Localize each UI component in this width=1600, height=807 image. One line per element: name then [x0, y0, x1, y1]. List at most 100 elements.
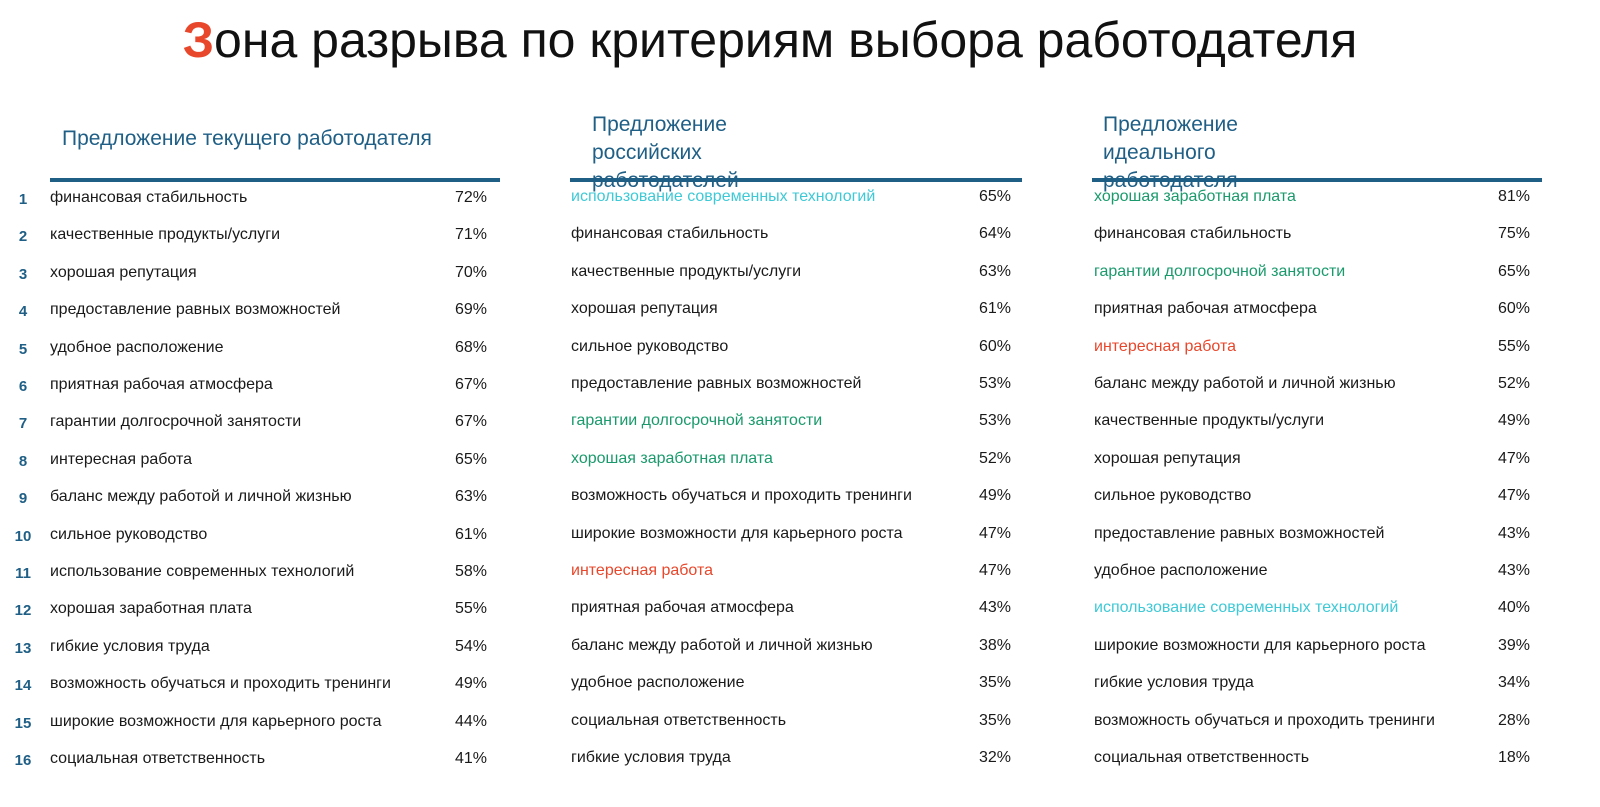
- criteria-percent: 38%: [979, 636, 1012, 654]
- criteria-percent: 63%: [979, 262, 1012, 280]
- criteria-row: баланс между работой и личной жизнью 52%: [1092, 372, 1552, 396]
- criteria-label: гарантии долгосрочной занятости: [571, 412, 823, 430]
- criteria-percent: 52%: [1498, 375, 1531, 392]
- criteria-row: широкие возможности для карьерного роста…: [50, 710, 510, 734]
- criteria-row: приятная рабочая атмосфера 67%: [50, 373, 510, 397]
- criteria-percent: 41%: [455, 750, 488, 767]
- criteria-row: социальная ответственность 41%: [50, 747, 510, 771]
- criteria-row: сильное руководство 60%: [570, 335, 1030, 359]
- criteria-label: удобное расположение: [1094, 562, 1268, 579]
- column-divider: [50, 178, 500, 182]
- criteria-percent: 65%: [455, 450, 488, 468]
- criteria-row: хорошая репутация 61%: [570, 297, 1030, 321]
- criteria-label: баланс между работой и личной жизнью: [1094, 375, 1396, 392]
- criteria-label: гарантии долгосрочной занятости: [1094, 262, 1346, 280]
- criteria-label: социальная ответственность: [1094, 749, 1310, 766]
- criteria-percent: 43%: [979, 599, 1012, 617]
- criteria-percent: 70%: [455, 263, 488, 281]
- criteria-percent: 81%: [1498, 188, 1531, 205]
- criteria-row: широкие возможности для карьерного роста…: [1092, 634, 1552, 658]
- criteria-percent: 34%: [1498, 674, 1531, 692]
- rank-number: 6: [18, 378, 28, 395]
- criteria-row: баланс между работой и личной жизнью 63%: [50, 485, 510, 509]
- criteria-row: использование современных технологий 58%: [50, 560, 510, 584]
- rank-number: 9: [18, 490, 28, 508]
- rank-number: 7: [18, 415, 28, 433]
- criteria-label: широкие возможности для карьерного роста: [50, 712, 382, 730]
- criteria-row: хорошая заработная плата 55%: [50, 597, 510, 621]
- criteria-label: приятная рабочая атмосфера: [1094, 300, 1317, 318]
- criteria-percent: 68%: [455, 338, 488, 356]
- criteria-percent: 60%: [979, 337, 1012, 355]
- criteria-percent: 54%: [455, 637, 488, 655]
- criteria-row: интересная работа 55%: [1092, 335, 1552, 359]
- criteria-percent: 47%: [979, 562, 1012, 579]
- criteria-percent: 28%: [1498, 711, 1531, 729]
- criteria-label: возможность обучаться и проходить тренин…: [50, 675, 391, 693]
- criteria-label: широкие возможности для карьерного роста: [1094, 636, 1426, 654]
- criteria-percent: 47%: [1498, 487, 1531, 505]
- title-first-letter: З: [182, 12, 215, 68]
- page-title: Зона разрыва по критериям выбора работод…: [0, 8, 1540, 72]
- criteria-label: хорошая репутация: [50, 263, 197, 281]
- criteria-percent: 43%: [1498, 524, 1531, 542]
- rank-number: 4: [18, 303, 28, 321]
- criteria-row: сильное руководство 47%: [1092, 484, 1552, 508]
- criteria-percent: 64%: [979, 225, 1012, 243]
- criteria-percent: 47%: [1498, 449, 1531, 467]
- rank-number: 10: [14, 527, 32, 545]
- criteria-row: интересная работа 47%: [570, 559, 1030, 583]
- criteria-label: гибкие условия труда: [50, 637, 210, 655]
- criteria-label: предоставление равных возможностей: [50, 301, 341, 319]
- criteria-label: возможность обучаться и проходить тренин…: [571, 487, 912, 505]
- criteria-row: хорошая заработная плата 52%: [570, 447, 1030, 471]
- criteria-percent: 40%: [1498, 599, 1531, 617]
- criteria-percent: 52%: [979, 449, 1012, 467]
- criteria-label: приятная рабочая атмосфера: [571, 599, 794, 617]
- criteria-row: гарантии долгосрочной занятости 53%: [570, 409, 1030, 433]
- criteria-label: сильное руководство: [50, 525, 208, 543]
- criteria-label: интересная работа: [571, 562, 714, 579]
- criteria-row: использование современных технологий 65%: [570, 185, 1030, 209]
- criteria-row: предоставление равных возможностей 43%: [1092, 522, 1552, 546]
- criteria-row: приятная рабочая атмосфера 43%: [570, 596, 1030, 620]
- criteria-percent: 49%: [1498, 412, 1531, 430]
- criteria-percent: 18%: [1498, 749, 1531, 766]
- criteria-row: сильное руководство 61%: [50, 523, 510, 547]
- criteria-row: удобное расположение 68%: [50, 336, 510, 360]
- criteria-row: социальная ответственность 18%: [1092, 746, 1552, 770]
- title-rest: она разрыва по критериям выбора работода…: [214, 12, 1358, 68]
- criteria-percent: 55%: [455, 600, 488, 618]
- criteria-label: предоставление равных возможностей: [1094, 524, 1385, 542]
- column-heading-line1: Предложение идеального: [1103, 113, 1238, 164]
- criteria-row: приятная рабочая атмосфера 60%: [1092, 297, 1552, 321]
- criteria-label: гибкие условия труда: [571, 749, 731, 766]
- criteria-percent: 69%: [455, 301, 488, 319]
- criteria-percent: 60%: [1498, 300, 1531, 318]
- criteria-row: возможность обучаться и проходить тренин…: [50, 672, 510, 696]
- criteria-label: использование современных технологий: [50, 563, 355, 580]
- criteria-percent: 67%: [455, 413, 488, 431]
- criteria-label: социальная ответственность: [50, 750, 266, 767]
- criteria-percent: 47%: [979, 524, 1012, 542]
- criteria-percent: 63%: [455, 488, 488, 506]
- criteria-row: интересная работа 65%: [50, 448, 510, 472]
- criteria-row: качественные продукты/услуги 63%: [570, 260, 1030, 284]
- criteria-label: хорошая заработная плата: [1094, 188, 1296, 205]
- criteria-percent: 55%: [1498, 337, 1531, 355]
- criteria-row: качественные продукты/услуги 49%: [1092, 409, 1552, 433]
- criteria-label: качественные продукты/услуги: [1094, 412, 1325, 430]
- criteria-percent: 67%: [455, 376, 488, 393]
- rank-number: 5: [18, 340, 28, 358]
- criteria-label: удобное расположение: [50, 338, 224, 356]
- column-heading: Предложение текущего работодателя: [62, 127, 432, 150]
- criteria-percent: 65%: [979, 188, 1012, 205]
- criteria-row: удобное расположение 43%: [1092, 559, 1552, 583]
- criteria-row: использование современных технологий 40%: [1092, 596, 1552, 620]
- column-divider: [570, 178, 1022, 182]
- criteria-label: хорошая репутация: [1094, 449, 1241, 467]
- criteria-label: предоставление равных возможностей: [571, 375, 862, 392]
- criteria-row: предоставление равных возможностей 69%: [50, 298, 510, 322]
- criteria-percent: 44%: [455, 712, 488, 730]
- criteria-row: финансовая стабильность 72%: [50, 186, 510, 210]
